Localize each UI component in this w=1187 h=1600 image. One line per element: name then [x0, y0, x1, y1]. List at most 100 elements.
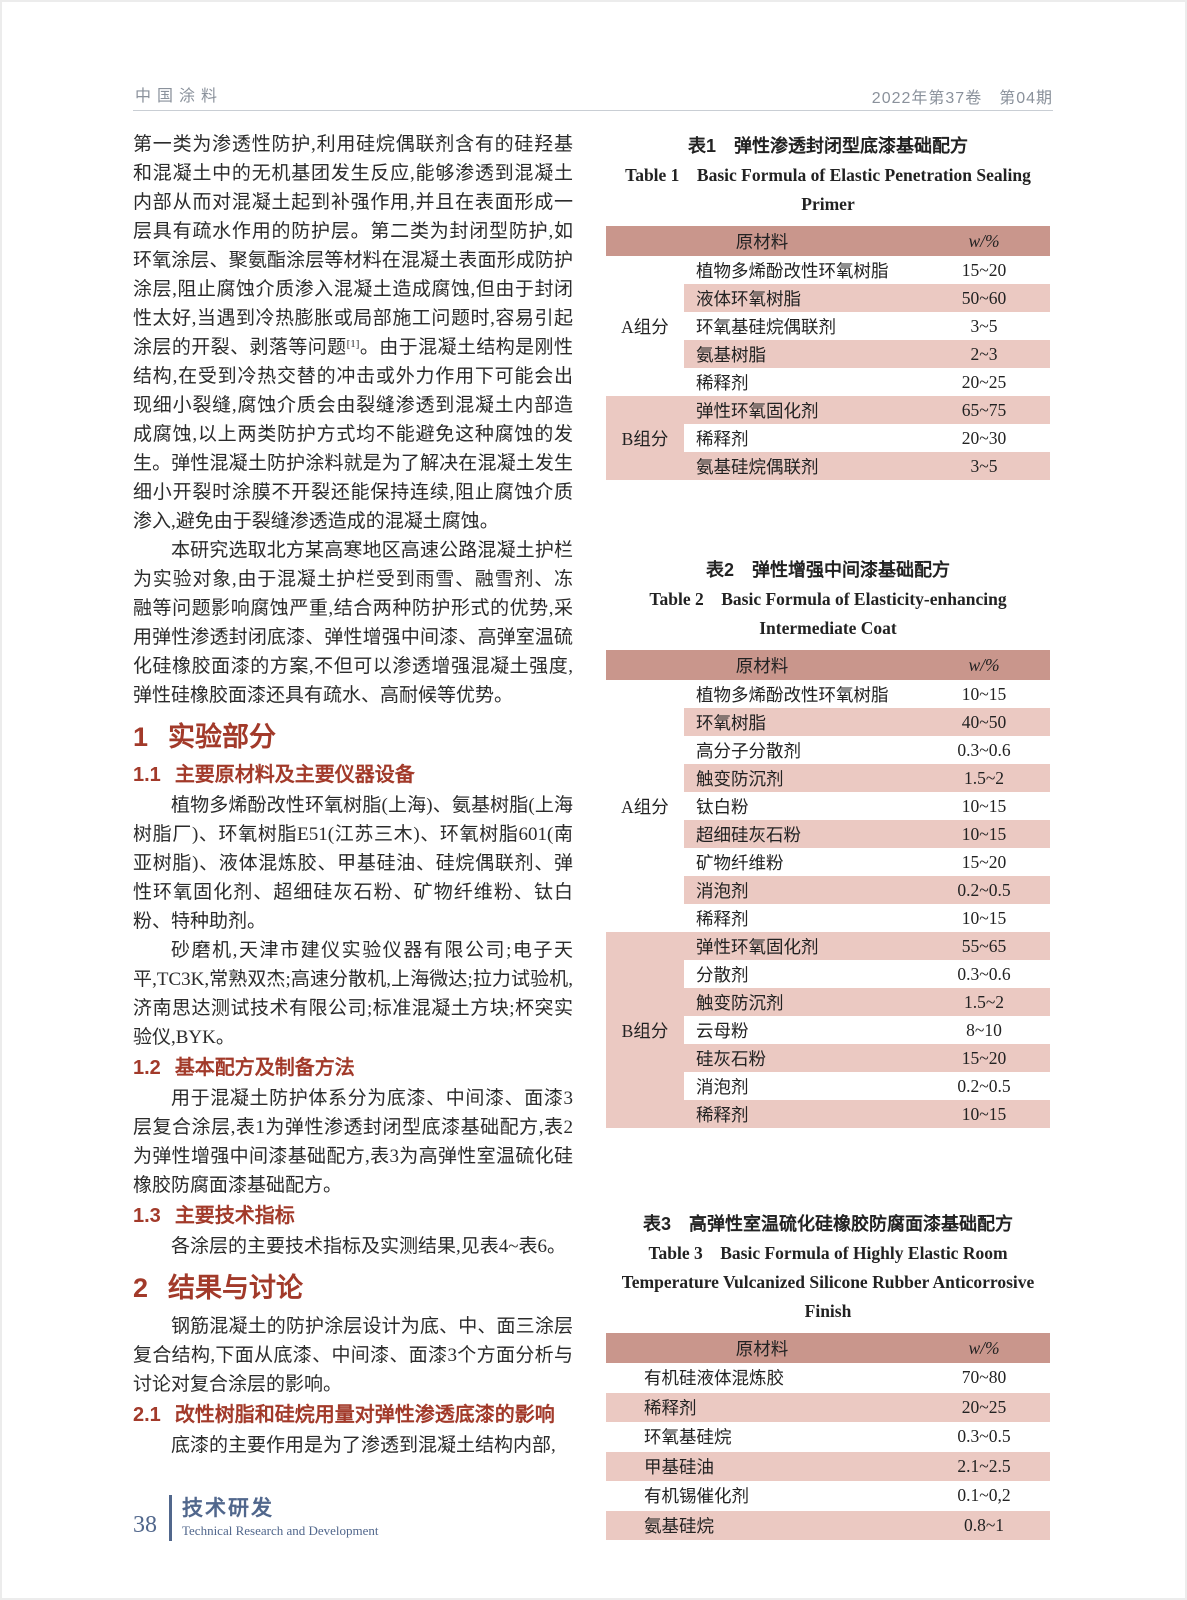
column-header-value: w/% [968, 1337, 1000, 1358]
material-cell: 稀释剂 [684, 904, 918, 932]
paragraph-1-text-cont: 。由于混凝土结构是刚性结构,在受到冷热交替的冲击或外力作用下可能会出现细小裂缝,… [133, 337, 573, 532]
section-number: 1.3 [133, 1205, 161, 1227]
table-2-title-en: Table 2 Basic Formula of Elasticity-enha… [649, 589, 1007, 638]
material-cell: 氨基硅烷偶联剂 [684, 452, 918, 480]
group-label: A组分 [606, 680, 684, 932]
left-column: 第一类为渗透性防护,利用硅烷偶联剂含有的硅羟基和混凝土中的无机基团发生反应,能够… [133, 130, 573, 1460]
section-number: 1 [133, 722, 149, 752]
section-2-heading: 2 结果与讨论 [133, 1269, 573, 1307]
material-cell: 消泡剂 [684, 1072, 918, 1100]
table-1-block: 表1 弹性渗透封闭型底漆基础配方 Table 1 Basic Formula o… [606, 132, 1050, 480]
material-cell: 分散剂 [684, 960, 918, 988]
value-cell: 0.3~0.6 [918, 960, 1050, 988]
section-number: 2.1 [133, 1404, 161, 1426]
value-cell: 50~60 [918, 284, 1050, 312]
paragraph-2: 本研究选取北方某高寒地区高速公路混凝土护栏为实验对象,由于混凝土护栏受到雨雪、融… [133, 540, 573, 706]
value-cell: 0.2~0.5 [918, 1072, 1050, 1100]
value-cell: 0.3~0.6 [918, 736, 1050, 764]
page-number: 38 [133, 1511, 157, 1538]
material-cell: 触变防沉剂 [684, 988, 918, 1016]
column-header-material: 原材料 [735, 655, 789, 676]
table-group: 有机硅液体混炼胶 70~80 稀释剂 20~25 环氧基硅烷 0.3~0.5 甲基硅油 2.1… [606, 1363, 1050, 1540]
journal-name: 中国涂料 [135, 88, 224, 105]
material-cell: 硅灰石粉 [684, 1044, 918, 1072]
column-header-value: w/% [968, 654, 1000, 675]
table-group: A组分 植物多烯酚改性环氧树脂 10~15 环氧树脂 40~50 高分子分散剂 0.3~0.… [606, 680, 1050, 932]
value-cell: 10~15 [918, 792, 1050, 820]
citation-superscript: [1] [346, 338, 360, 350]
right-column: 表1 弹性渗透封闭型底漆基础配方 Table 1 Basic Formula o… [606, 132, 1050, 1540]
material-cell: 环氧树脂 [684, 708, 918, 736]
material-cell: 甲基硅油 [606, 1451, 918, 1481]
table-1-title-en: Table 1 Basic Formula of Elastic Penetra… [625, 165, 1031, 214]
material-cell: 稀释剂 [684, 424, 918, 452]
value-cell: 10~15 [918, 680, 1050, 708]
table-1-body: A组分 植物多烯酚改性环氧树脂 15~20 液体环氧树脂 50~60 环氧基硅烷偶联剂 3~… [606, 256, 1050, 480]
material-cell: 植物多烯酚改性环氧树脂 [684, 256, 918, 284]
section-title: 实验部分 [168, 722, 277, 752]
value-cell: 15~20 [918, 1044, 1050, 1072]
table-3-body: 有机硅液体混炼胶 70~80 稀释剂 20~25 环氧基硅烷 0.3~0.5 甲基硅油 2.1… [606, 1363, 1050, 1540]
material-cell: 环氧基硅烷 [606, 1422, 918, 1452]
value-cell: 65~75 [918, 396, 1050, 424]
table-2-block: 表2 弹性增强中间漆基础配方 Table 2 Basic Formula of … [606, 556, 1050, 1128]
section-2-1-heading: 2.1 改性树脂和硅烷用量对弹性渗透底漆的影响 [133, 1401, 573, 1430]
page-header: 中国涂料 2022年第37卷 第04期 [133, 78, 1053, 111]
table-3-header-row: 原材料 w/% [606, 1333, 1050, 1363]
table-group: A组分 植物多烯酚改性环氧树脂 15~20 液体环氧树脂 50~60 环氧基硅烷偶联剂 3~… [606, 256, 1050, 396]
table-3-block: 表3 高弹性室温硫化硅橡胶防腐面漆基础配方 Table 3 Basic Form… [606, 1210, 1050, 1540]
value-cell: 20~25 [918, 1392, 1050, 1422]
value-cell: 8~10 [918, 1016, 1050, 1044]
table-group: B组分 弹性环氧固化剂 55~65 分散剂 0.3~0.6 触变防沉剂 1.5~2 云母粉 8~… [606, 932, 1050, 1128]
section-number: 1.2 [133, 1057, 161, 1079]
value-cell: 0.1~0,2 [918, 1481, 1050, 1511]
value-cell: 1.5~2 [918, 988, 1050, 1016]
section-title: 主要原材料及主要仪器设备 [174, 764, 415, 786]
material-cell: 液体环氧树脂 [684, 284, 918, 312]
value-cell: 10~15 [918, 904, 1050, 932]
value-cell: 0.8~1 [918, 1510, 1050, 1540]
group-label: B组分 [606, 932, 684, 1128]
table-2-body: A组分 植物多烯酚改性环氧树脂 10~15 环氧树脂 40~50 高分子分散剂 0.3~0.… [606, 680, 1050, 1128]
table-1-header-row: 原材料 w/% [606, 226, 1050, 256]
section-title: 基本配方及制备方法 [174, 1057, 355, 1079]
material-cell: 超细硅灰石粉 [684, 820, 918, 848]
value-cell: 0.3~0.5 [918, 1422, 1050, 1452]
footer-section-en: Technical Research and Development [182, 1523, 379, 1538]
column-header-material: 原材料 [735, 1338, 789, 1359]
table-3-title-zh: 表3 高弹性室温硫化硅橡胶防腐面漆基础配方 [642, 1214, 1013, 1234]
table-1-title-zh: 表1 弹性渗透封闭型底漆基础配方 [687, 136, 968, 156]
table-group: B组分 弹性环氧固化剂 65~75 稀释剂 20~30 氨基硅烷偶联剂 3~5 [606, 396, 1050, 480]
section-title: 主要技术指标 [174, 1205, 295, 1227]
material-cell: 稀释剂 [606, 1392, 918, 1422]
material-cell: 有机硅液体混炼胶 [606, 1363, 918, 1393]
value-cell: 55~65 [918, 932, 1050, 960]
section-1-3-heading: 1.3 主要技术指标 [133, 1202, 573, 1231]
section-1-1-heading: 1.1 主要原材料及主要仪器设备 [133, 761, 573, 790]
material-cell: 钛白粉 [684, 792, 918, 820]
value-cell: 20~25 [918, 368, 1050, 396]
material-cell: 氨基树脂 [684, 340, 918, 368]
group-label: B组分 [606, 396, 684, 480]
paragraph-5: 用于混凝土防护体系分为底漆、中间漆、面漆3层复合涂层,表1为弹性渗透封闭型底漆基… [133, 1088, 573, 1196]
table-3-title-en: Table 3 Basic Formula of Highly Elastic … [621, 1243, 1035, 1321]
material-cell: 稀释剂 [684, 368, 918, 396]
issue-info: 2022年第37卷 第04期 [871, 90, 1053, 107]
column-header-material: 原材料 [735, 231, 789, 252]
footer-section: 技术研发 Technical Research and Development [182, 1496, 379, 1540]
material-cell: 有机锡催化剂 [606, 1481, 918, 1511]
material-cell: 弹性环氧固化剂 [684, 932, 918, 960]
value-cell: 0.2~0.5 [918, 876, 1050, 904]
footer-divider-bar [169, 1495, 172, 1541]
value-cell: 10~15 [918, 820, 1050, 848]
value-cell: 3~5 [918, 312, 1050, 340]
table-2: 原材料 w/% A组分 植物多烯酚改性环氧树脂 10~15 环氧树脂 40~50 高分子分… [606, 650, 1050, 1128]
material-cell: 消泡剂 [684, 876, 918, 904]
footer-section-zh: 技术研发 [182, 1497, 274, 1520]
section-title: 改性树脂和硅烷用量对弹性渗透底漆的影响 [174, 1404, 555, 1426]
paragraph-4: 砂磨机,天津市建仪实验仪器有限公司;电子天平,TC3K,常熟双杰;高速分散机,上… [133, 940, 573, 1048]
paragraph-6: 各涂层的主要技术指标及实测结果,见表4~表6。 [171, 1236, 567, 1257]
paragraph-1: 第一类为渗透性防护,利用硅烷偶联剂含有的硅羟基和混凝土中的无机基团发生反应,能够… [133, 130, 573, 536]
section-title: 结果与讨论 [168, 1273, 304, 1303]
